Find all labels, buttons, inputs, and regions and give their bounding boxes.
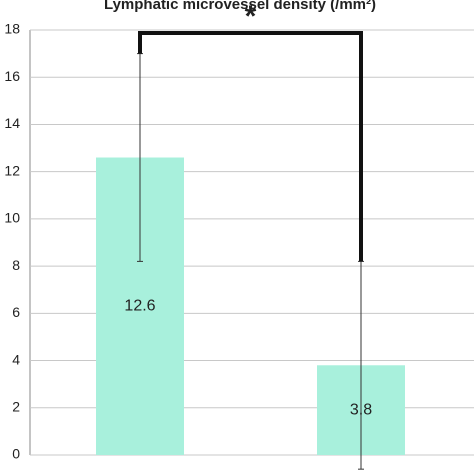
y-tick-label: 0	[12, 446, 20, 462]
y-tick-label: 10	[4, 210, 20, 226]
y-tick-label: 12	[4, 162, 20, 178]
value-label: 12.6	[124, 297, 155, 314]
y-tick-label: 14	[4, 115, 20, 131]
y-tick-label: 8	[12, 257, 20, 273]
annotation: *	[245, 0, 257, 33]
chart-title: Lymphatic microvessel density (/mm²)	[104, 0, 376, 13]
y-tick-label: 18	[4, 21, 20, 37]
y-tick-label: 6	[12, 304, 20, 320]
value-label: 3.8	[350, 401, 372, 418]
y-tick-label: 4	[12, 351, 20, 367]
y-tick-label: 2	[12, 398, 20, 414]
y-tick-label: 16	[4, 68, 20, 84]
significance-bracket	[138, 31, 363, 262]
